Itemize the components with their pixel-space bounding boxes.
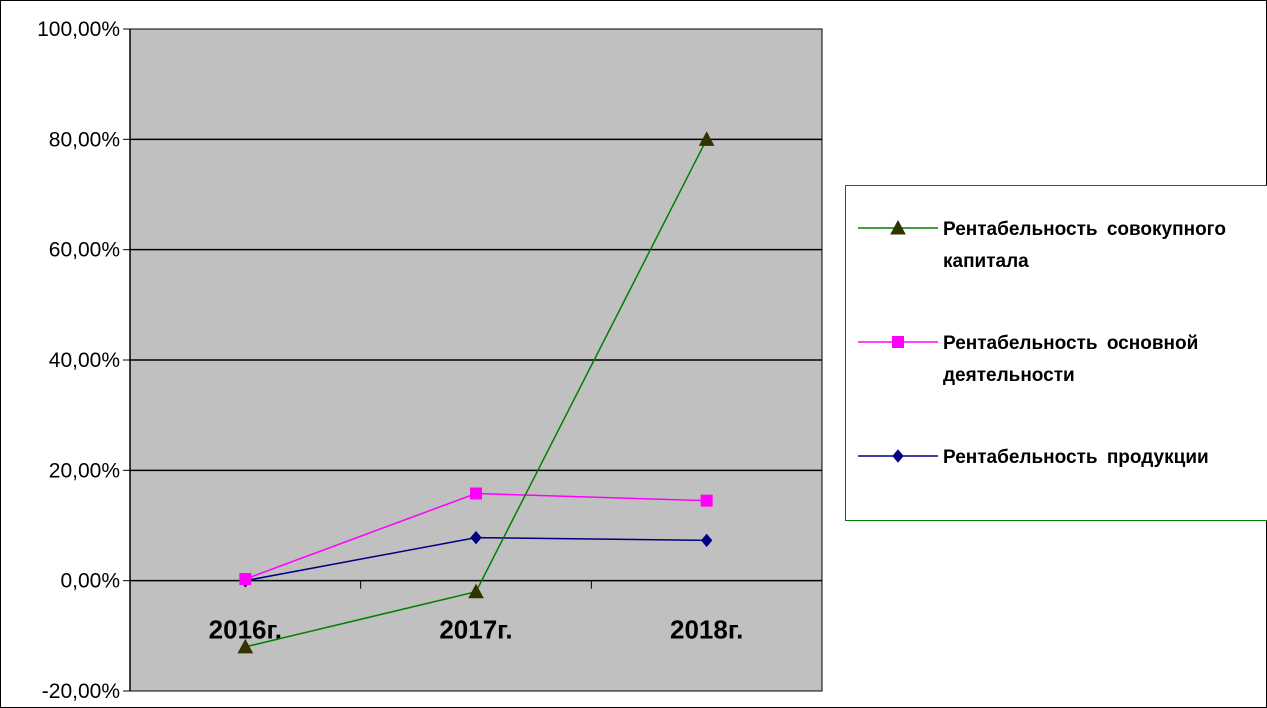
series-1-point-0 bbox=[239, 573, 251, 585]
y-tick-label-1: 0,00% bbox=[60, 570, 120, 593]
legend: Рентабельность совокупного капитала Рент… bbox=[845, 185, 1267, 521]
legend-label-series-1: Рентабельность основной деятельности bbox=[943, 328, 1263, 392]
legend-swatch-marker-2 bbox=[893, 450, 903, 462]
y-tick-label-0: -20,00% bbox=[42, 680, 120, 703]
legend-swatch-series-2 bbox=[858, 442, 938, 470]
series-1-point-1 bbox=[470, 488, 482, 500]
y-tick-label-3: 40,00% bbox=[49, 349, 120, 372]
y-tick-labels: -20,00% 0,00% 20,00% 40,00% 60,00% 80,00% 100,… bbox=[37, 18, 120, 703]
legend-label-series-0: Рентабельность совокупного капитала bbox=[943, 214, 1263, 278]
legend-swatch-marker-1 bbox=[892, 336, 904, 348]
y-tick-label-6: 100,00% bbox=[37, 18, 120, 41]
legend-swatch-series-0 bbox=[858, 214, 938, 242]
y-tick-label-5: 80,00% bbox=[49, 128, 120, 151]
y-tick-label-2: 20,00% bbox=[49, 459, 120, 482]
y-tick-label-4: 60,00% bbox=[49, 239, 120, 262]
legend-swatch-series-1 bbox=[858, 328, 938, 356]
legend-label-series-2: Рентабельность продукции bbox=[943, 442, 1263, 474]
x-category-label-2: 2018г. bbox=[670, 615, 743, 645]
x-category-label-1: 2017г. bbox=[439, 615, 512, 645]
series-1-point-2 bbox=[701, 495, 713, 507]
